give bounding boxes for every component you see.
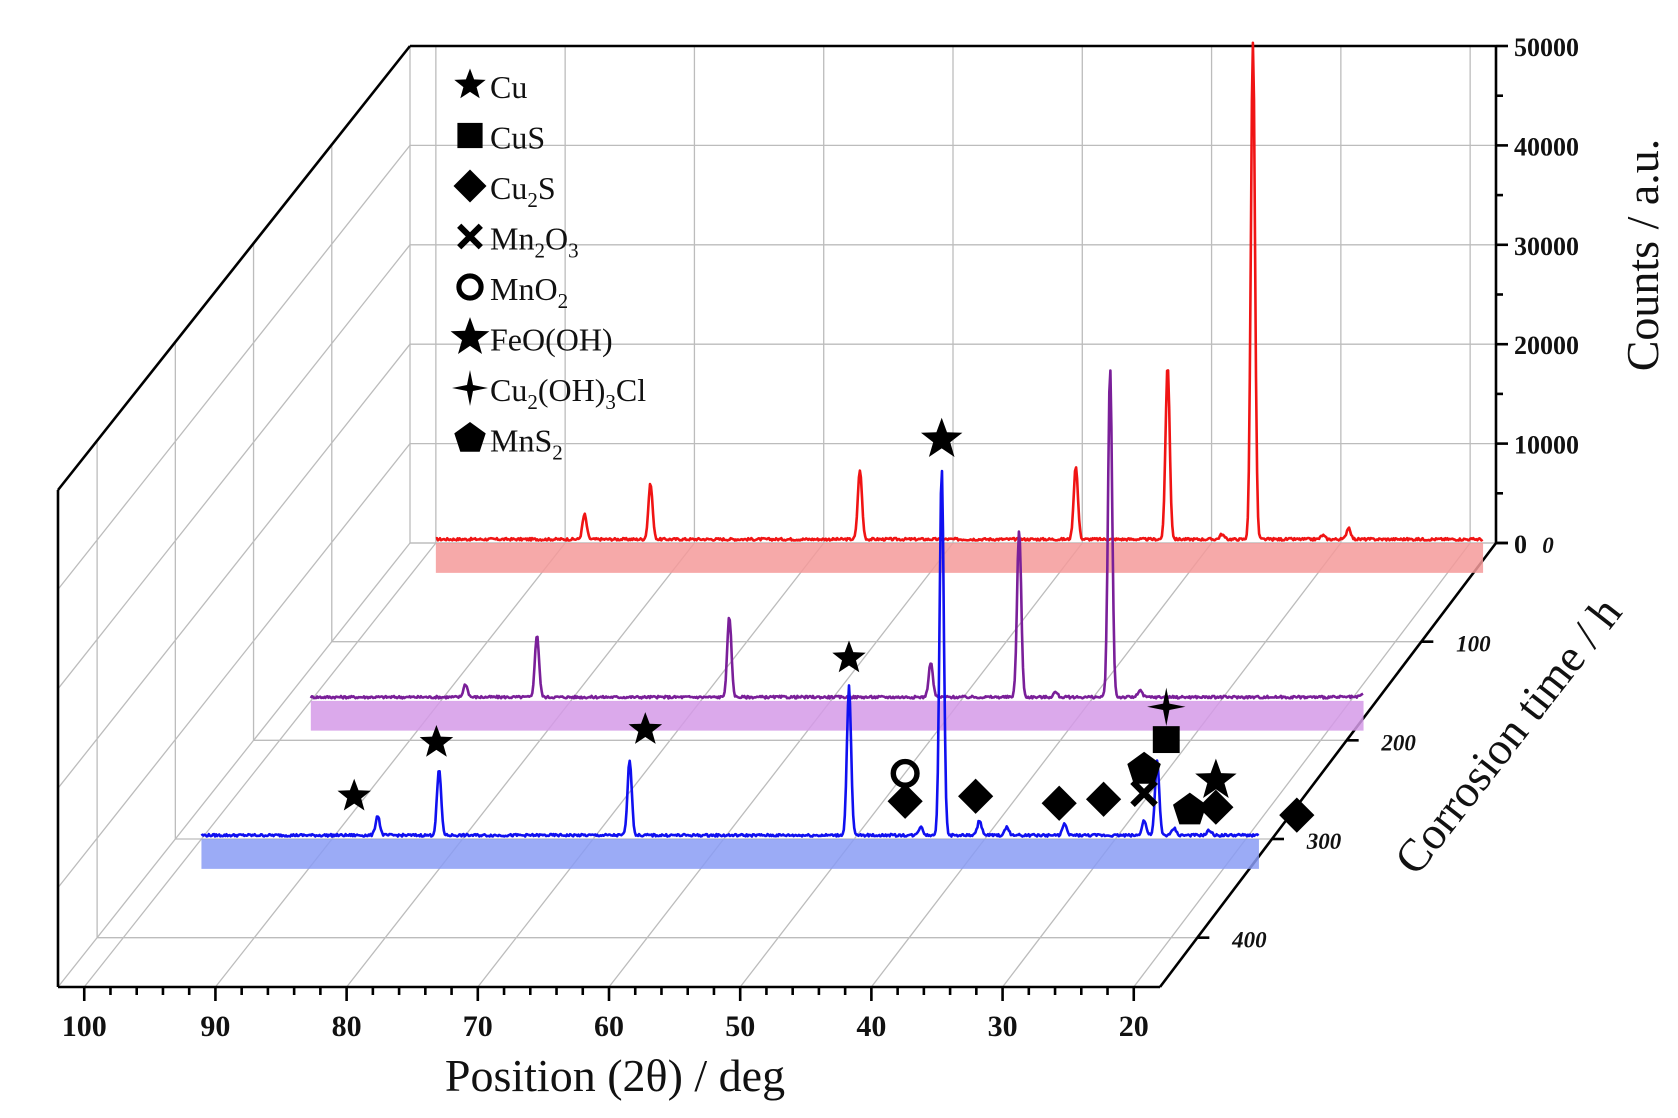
legend-symbol-square-icon [457,122,483,149]
peak-marker-mns2 [1173,792,1207,825]
series-0-h [435,41,1484,573]
grid-left-diagonal [57,443,411,889]
z-tick-label: 300 [1306,829,1342,854]
legend-entry: Cu2S [453,169,556,212]
peak-marker-cu2s [1198,789,1234,825]
grid-floor-depth [870,542,1213,988]
series-group [200,41,1484,869]
y-tick-label: 0 [1514,530,1527,559]
legend-entry: FeO(OH) [450,317,613,358]
peak-marker-cus [1152,726,1180,754]
grid-floor-depth [608,542,954,988]
x-tick-label: 30 [988,1010,1018,1043]
peak-marker-cu2s [958,778,994,814]
grid-left-diagonal [57,542,411,988]
z-tick-label: 200 [1380,730,1416,755]
series-line [309,369,1364,700]
y-tick-label: 30000 [1514,232,1579,261]
legend-symbol-sparkle-icon [452,370,488,406]
legend-symbol-cross-icon [457,223,483,250]
legend-label: Cu2S [490,170,556,212]
series-baseline-ribbon [310,700,1364,731]
legend-entry: Mn2O3 [457,221,579,263]
x-tick-label: 100 [62,1010,107,1043]
x-axis-title: Position (2θ) / deg [445,1050,785,1101]
series-baseline-ribbon [435,543,1484,573]
x-tick-label: 60 [594,1010,624,1043]
x-tick-label: 50 [725,1010,755,1043]
legend-symbol-pentagon-icon [454,422,486,452]
legend-entry: Cu [454,68,527,105]
legend-entry: CuS [457,120,545,156]
x-tick-label: 20 [1119,1010,1149,1043]
peak-marker-cu [628,712,663,744]
peak-marker-mns2 [1127,751,1161,784]
peak-marker-cu2s [887,783,923,819]
peak-marker-cu2s [1041,785,1077,821]
z-tick-label: 100 [1456,632,1491,657]
grid-floor-depth [1133,542,1471,988]
legend-entry: MnS2 [454,422,563,465]
grid-left-diagonal [57,343,411,789]
peak-marker-feooh [1195,758,1237,798]
grid-floor-depth [477,542,825,988]
box-right-bottom-edge [1158,542,1498,988]
axis-ticks: 100 90 80 70 60 50 40 30 20010000200003000040000… [62,33,1579,1043]
grid-floor-depth [346,542,695,988]
box-top-left-edge [56,45,412,491]
series-line [435,41,1484,542]
y-axis-title: Counts / a.u. [1617,139,1668,372]
grid-floor-depth [1002,542,1342,988]
series-300-h [200,469,1260,869]
peak-marker-cu2oh3cl [1147,687,1186,726]
legend-symbol-ring-icon [456,273,484,301]
peak-marker-cu [832,640,866,673]
z-tick-label: 400 [1231,928,1267,953]
peak-marker-cu [419,725,454,757]
grid-left-diagonal [57,244,411,690]
legend-entry: Cu2(OH)3Cl [452,370,646,414]
grid-floor-depth [83,542,437,988]
grid-floor-depth [214,542,566,988]
series-160-h [309,369,1364,731]
peak-annotations [337,417,1315,833]
legend: Cu CuS Cu2S Mn2O3 MnO2 FeO(OH) Cu2(OH)3Cl MnS2 [450,68,646,465]
peak-marker-cu [337,778,371,811]
series-baseline-ribbon [201,839,1259,869]
legend-symbol-star-small-icon [454,68,486,99]
z-axis-title: Corrosion time / h [1384,587,1631,883]
y-tick-label: 20000 [1514,331,1579,360]
z-tick-label: 0 [1542,533,1554,558]
y-tick-label: 10000 [1514,431,1579,460]
peak-marker-cu2s [1085,781,1122,817]
legend-label: CuS [490,120,545,156]
series-line [200,469,1260,838]
legend-label: Mn2O3 [490,221,579,263]
legend-label: Cu [490,69,527,105]
legend-symbol-diamond-icon [453,169,487,203]
x-tick-label: 40 [856,1010,886,1043]
peak-marker-feooh [921,417,963,457]
y-tick-label: 50000 [1514,33,1579,62]
x-tick-label: 80 [332,1010,362,1043]
legend-label: MnO2 [490,271,568,313]
y-tick-label: 40000 [1514,132,1579,161]
x-tick-label: 70 [463,1010,493,1043]
peak-marker-cu2s [1279,797,1315,833]
legend-label: Cu2(OH)3Cl [490,372,646,414]
grid-left-diagonal [57,144,411,590]
legend-symbol-star-large-icon [450,317,490,354]
x-tick-label: 90 [200,1010,230,1043]
peak-marker-mn2o3 [1130,779,1158,808]
legend-entry: MnO2 [456,271,568,313]
legend-label: MnS2 [490,423,563,465]
legend-label: FeO(OH) [490,322,613,358]
